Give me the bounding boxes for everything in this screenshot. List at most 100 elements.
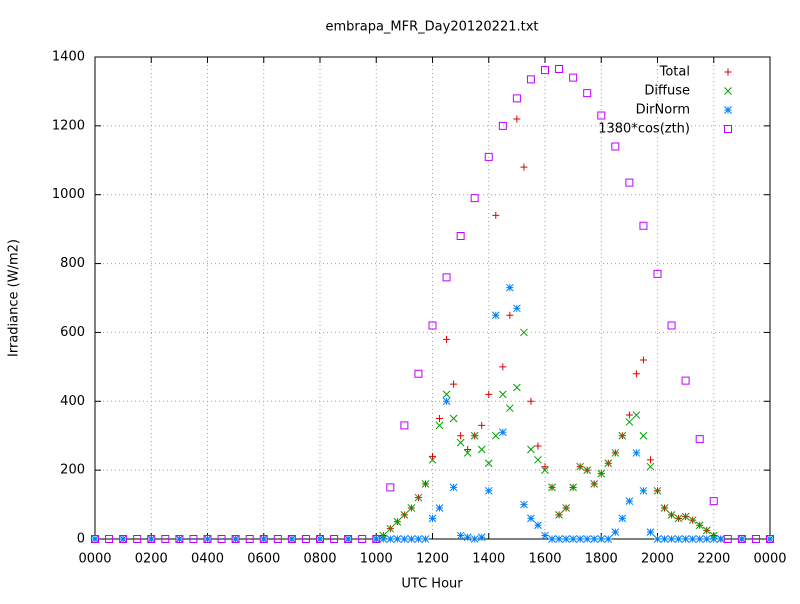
point xyxy=(344,535,353,543)
point xyxy=(646,456,654,464)
point xyxy=(449,483,458,492)
point xyxy=(400,421,409,430)
point xyxy=(520,500,528,509)
point xyxy=(576,535,585,543)
point xyxy=(604,535,613,543)
x-tick-label: 2200 xyxy=(697,552,730,567)
point xyxy=(119,535,127,543)
point xyxy=(463,449,472,457)
point xyxy=(513,383,521,392)
point xyxy=(498,390,507,399)
point xyxy=(618,514,627,523)
point xyxy=(217,535,226,543)
point xyxy=(534,521,542,530)
point xyxy=(695,521,704,530)
point xyxy=(569,535,577,543)
point xyxy=(428,455,437,464)
point xyxy=(484,486,493,495)
point xyxy=(548,483,556,492)
x-tick-label: 0000 xyxy=(78,552,111,567)
point xyxy=(358,535,367,543)
point xyxy=(738,535,746,543)
point xyxy=(527,514,535,523)
point xyxy=(449,414,458,423)
x-tick-label: 1800 xyxy=(585,552,618,567)
legend-marker xyxy=(724,125,732,133)
point xyxy=(505,283,514,292)
point xyxy=(625,178,634,187)
point xyxy=(414,369,423,378)
point xyxy=(709,535,718,543)
point xyxy=(287,535,296,543)
x-tick-label: 1000 xyxy=(360,552,393,567)
point xyxy=(512,94,521,103)
point xyxy=(660,535,669,543)
point xyxy=(175,535,184,543)
point xyxy=(625,411,633,419)
y-tick-label: 1200 xyxy=(52,118,85,133)
point xyxy=(639,431,648,440)
point xyxy=(492,211,500,219)
point xyxy=(429,452,436,460)
point xyxy=(442,397,451,406)
point xyxy=(737,535,746,543)
legend-label: Total xyxy=(659,65,690,80)
point xyxy=(470,194,479,203)
point xyxy=(555,65,564,74)
x-tick-label: 0200 xyxy=(135,552,168,567)
point xyxy=(541,463,549,471)
point xyxy=(464,445,472,453)
point xyxy=(583,535,592,543)
x-tick-label: 1600 xyxy=(528,552,561,567)
point xyxy=(259,535,268,543)
point xyxy=(435,421,444,430)
point xyxy=(681,512,690,521)
point xyxy=(443,335,451,343)
point xyxy=(456,232,465,241)
point xyxy=(618,431,627,440)
point xyxy=(695,435,704,444)
point xyxy=(695,535,704,543)
point xyxy=(147,535,156,543)
point xyxy=(527,397,535,405)
point xyxy=(133,535,142,543)
point xyxy=(513,115,521,123)
point xyxy=(273,535,282,543)
chart-title: embrapa_MFR_Day20120221.txt xyxy=(325,20,538,35)
point xyxy=(477,445,486,454)
point xyxy=(667,535,676,543)
point xyxy=(330,535,339,543)
point xyxy=(751,535,760,543)
point xyxy=(485,390,493,398)
x-tick-label: 2000 xyxy=(641,552,674,567)
point xyxy=(436,415,444,422)
point xyxy=(414,493,423,502)
point xyxy=(639,486,648,495)
legend-marker xyxy=(724,106,732,114)
point xyxy=(660,504,669,512)
point xyxy=(688,535,697,543)
point xyxy=(653,535,662,543)
point xyxy=(491,431,500,440)
point xyxy=(491,311,500,320)
point xyxy=(400,535,409,543)
point xyxy=(470,535,479,543)
y-tick-label: 200 xyxy=(60,463,85,478)
point xyxy=(203,535,212,543)
point xyxy=(435,504,444,512)
point xyxy=(688,516,697,524)
y-tick-label: 1400 xyxy=(52,50,85,65)
point xyxy=(456,438,465,447)
point xyxy=(653,269,662,278)
point xyxy=(288,535,296,543)
x-tick-label: 1200 xyxy=(416,552,449,567)
point xyxy=(681,535,690,543)
point xyxy=(625,418,634,426)
point xyxy=(386,483,395,492)
point xyxy=(597,469,606,478)
point xyxy=(667,511,676,519)
point xyxy=(576,462,585,471)
point xyxy=(301,535,310,543)
point xyxy=(414,535,423,543)
point xyxy=(639,356,647,364)
